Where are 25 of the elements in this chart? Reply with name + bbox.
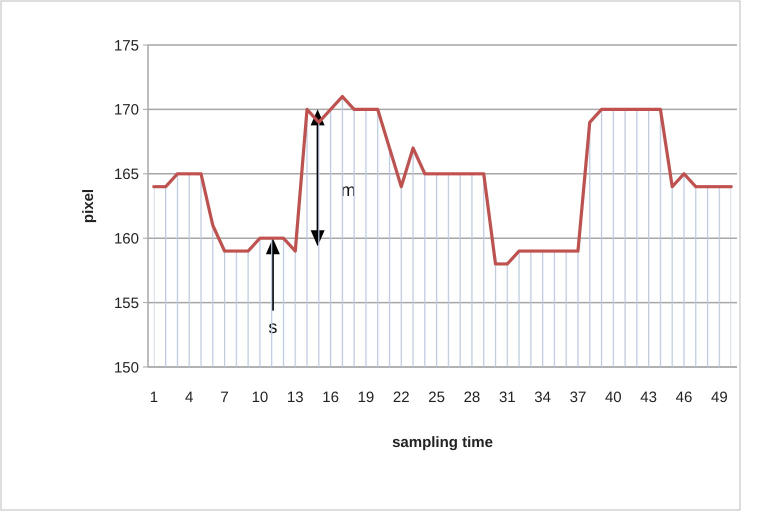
x-tick-label: 1 [150, 389, 158, 406]
x-tick-label: 13 [286, 389, 304, 406]
x-tick-label: 34 [534, 389, 551, 406]
y-tick-label: 170 [114, 102, 139, 119]
x-tick-label: 22 [392, 389, 410, 406]
y-tick-label: 150 [114, 359, 139, 376]
x-tick-label: 10 [252, 389, 268, 406]
x-axis-title: sampling time [392, 434, 493, 451]
x-tick-label: 43 [640, 389, 657, 406]
y-tick-label: 175 [114, 37, 139, 54]
x-tick-label: 40 [604, 389, 622, 406]
x-tick-label: 25 [428, 389, 445, 406]
x-tick-label: 49 [710, 389, 728, 406]
x-tick-label: 16 [322, 389, 339, 406]
y-tick-label: 155 [114, 294, 139, 312]
x-tick-label: 46 [676, 389, 692, 406]
x-tick-label: 7 [220, 389, 229, 406]
y-tick-label: 160 [114, 230, 139, 248]
x-tick-label: 31 [498, 389, 516, 406]
x-tick-label: 4 [185, 389, 194, 406]
y-axis-title: pixel [80, 188, 97, 224]
x-tick-label: 37 [570, 389, 586, 406]
x-tick-label: 28 [464, 389, 480, 406]
x-tick-label: 19 [358, 389, 374, 406]
y-tick-label: 165 [114, 166, 139, 184]
